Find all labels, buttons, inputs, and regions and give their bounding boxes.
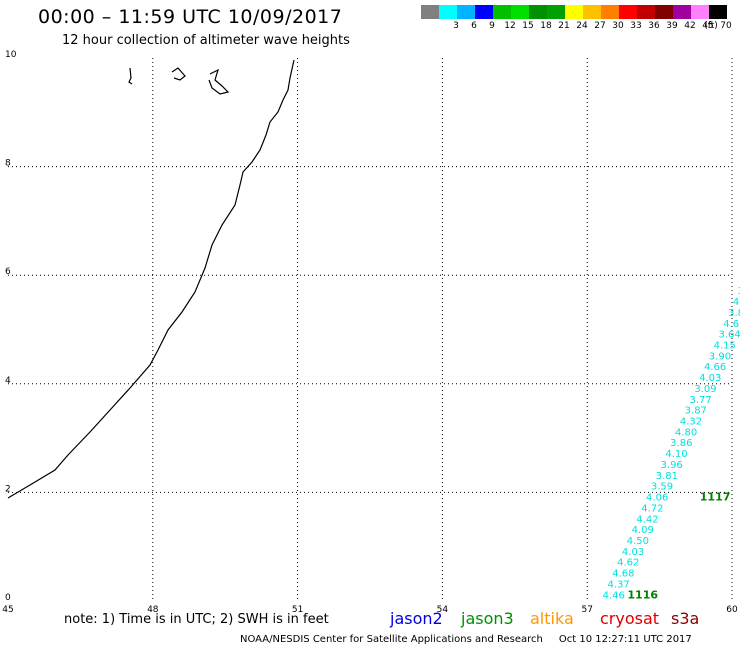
wave-height-value: 3.80 bbox=[728, 308, 740, 319]
wave-height-value: 3.23 bbox=[738, 286, 740, 297]
color-legend-labels: 3 6 9 12 15 18 21 24 27 30 33 36 39 42 45 70 (ft) bbox=[421, 21, 740, 33]
pass-time-label: 1116 bbox=[627, 588, 658, 601]
legend-swatch bbox=[547, 5, 565, 19]
legend-swatch bbox=[457, 5, 475, 19]
legend-label: 33 bbox=[630, 21, 642, 31]
satellite-name: s3a bbox=[671, 609, 700, 628]
wave-height-value: 4.21 bbox=[733, 297, 740, 308]
legend-swatch bbox=[511, 5, 529, 19]
legend-label: 21 bbox=[558, 21, 570, 31]
x-tick-label: 60 bbox=[726, 605, 738, 615]
pass-time-label: 1117 bbox=[700, 491, 731, 504]
legend-swatch bbox=[493, 5, 511, 19]
page-subtitle: 12 hour collection of altimeter wave hei… bbox=[62, 33, 350, 48]
wave-height-value: 4.46 bbox=[603, 590, 625, 601]
wave-height-value: 4.61 bbox=[723, 319, 740, 330]
wave-height-value: 4.32 bbox=[680, 417, 702, 428]
wave-height-value: 4.10 bbox=[665, 449, 687, 460]
wave-height-value: 4.42 bbox=[636, 514, 658, 525]
credit-text: NOAA/NESDIS Center for Satellite Applica… bbox=[240, 634, 543, 645]
x-tick-label: 45 bbox=[2, 605, 13, 615]
y-tick-label: 0 bbox=[5, 593, 11, 603]
wave-height-value: 4.72 bbox=[641, 503, 663, 514]
wave-height-value: 3.64 bbox=[718, 330, 740, 341]
legend-swatch bbox=[583, 5, 601, 19]
wave-height-value: 4.68 bbox=[612, 569, 634, 580]
altimeter-track: 4.464.374.684.624.034.504.094.424.724.06… bbox=[603, 286, 740, 601]
satellite-name: altika bbox=[530, 609, 574, 628]
wave-height-value: 3.86 bbox=[670, 438, 692, 449]
wave-height-value: 3.96 bbox=[661, 460, 683, 471]
legend-label: 18 bbox=[540, 21, 552, 31]
legend-label: 9 bbox=[489, 21, 495, 31]
page-title: 00:00 – 11:59 UTC 10/09/2017 bbox=[38, 6, 343, 28]
wave-height-value: 4.09 bbox=[632, 525, 654, 536]
legend-label: 42 bbox=[684, 21, 696, 31]
legend-unit: (ft) bbox=[704, 21, 718, 31]
island-outline bbox=[128, 67, 133, 85]
legend-label: 27 bbox=[594, 21, 606, 31]
wave-height-value: 4.06 bbox=[646, 493, 668, 504]
wave-height-value: 3.09 bbox=[694, 384, 716, 395]
footer-note: note: 1) Time is in UTC; 2) SWH is in fe… bbox=[64, 612, 329, 627]
x-tick-label: 57 bbox=[581, 605, 592, 615]
wave-height-value: 3.59 bbox=[651, 482, 673, 493]
island-outline bbox=[208, 68, 230, 95]
wave-height-value: 4.66 bbox=[704, 362, 726, 373]
wave-height-value: 4.03 bbox=[699, 373, 721, 384]
wave-height-value: 3.87 bbox=[685, 406, 707, 417]
x-tick-label: 48 bbox=[147, 605, 159, 615]
wave-height-value: 4.62 bbox=[617, 558, 639, 569]
footer-credit: NOAA/NESDIS Center for Satellite Applica… bbox=[240, 634, 692, 645]
wave-height-value: 4.37 bbox=[607, 579, 629, 590]
legend-swatch bbox=[673, 5, 691, 19]
y-tick-label: 2 bbox=[5, 484, 11, 494]
y-tick-label: 8 bbox=[5, 159, 11, 169]
island-outline bbox=[171, 67, 186, 81]
wave-height-value: 4.50 bbox=[627, 536, 649, 547]
legend-swatch bbox=[655, 5, 673, 19]
legend-swatch bbox=[709, 5, 727, 19]
legend-swatch bbox=[421, 5, 439, 19]
wave-height-value: 3.77 bbox=[689, 395, 711, 406]
legend-swatch bbox=[439, 5, 457, 19]
legend-swatch bbox=[529, 5, 547, 19]
legend-label: 15 bbox=[522, 21, 534, 31]
legend-swatch bbox=[601, 5, 619, 19]
legend-swatch bbox=[691, 5, 709, 19]
satellite-name: cryosat bbox=[600, 609, 660, 628]
x-tick-label: 51 bbox=[292, 605, 303, 615]
wave-height-value: 3.90 bbox=[709, 351, 731, 362]
x-tick-label: 54 bbox=[437, 605, 449, 615]
satellite-name: jason2 bbox=[390, 609, 443, 628]
y-tick-label: 10 bbox=[5, 50, 17, 60]
y-tick-label: 6 bbox=[5, 267, 11, 277]
legend-swatch bbox=[475, 5, 493, 19]
timestamp: Oct 10 12:27:11 UTC 2017 bbox=[558, 634, 692, 645]
legend-swatch bbox=[619, 5, 637, 19]
legend-label: 39 bbox=[666, 21, 678, 31]
legend-swatch bbox=[565, 5, 583, 19]
legend-swatch bbox=[637, 5, 655, 19]
legend-label: 24 bbox=[576, 21, 588, 31]
coastline bbox=[7, 59, 295, 499]
y-tick-label: 4 bbox=[5, 376, 11, 386]
wave-height-value: 4.15 bbox=[714, 341, 736, 352]
legend-label: 12 bbox=[504, 21, 516, 31]
legend-label: 6 bbox=[471, 21, 477, 31]
legend-label: 3 bbox=[453, 21, 459, 31]
wave-height-value: 3.81 bbox=[656, 471, 678, 482]
legend-label: 70 bbox=[720, 21, 732, 31]
wave-height-value: 4.03 bbox=[622, 547, 644, 558]
color-legend bbox=[421, 5, 727, 19]
satellite-name: jason3 bbox=[461, 609, 514, 628]
legend-label: 36 bbox=[648, 21, 660, 31]
wave-height-value: 4.80 bbox=[675, 427, 697, 438]
legend-label: 45 bbox=[702, 21, 714, 31]
legend-label: 30 bbox=[612, 21, 624, 31]
